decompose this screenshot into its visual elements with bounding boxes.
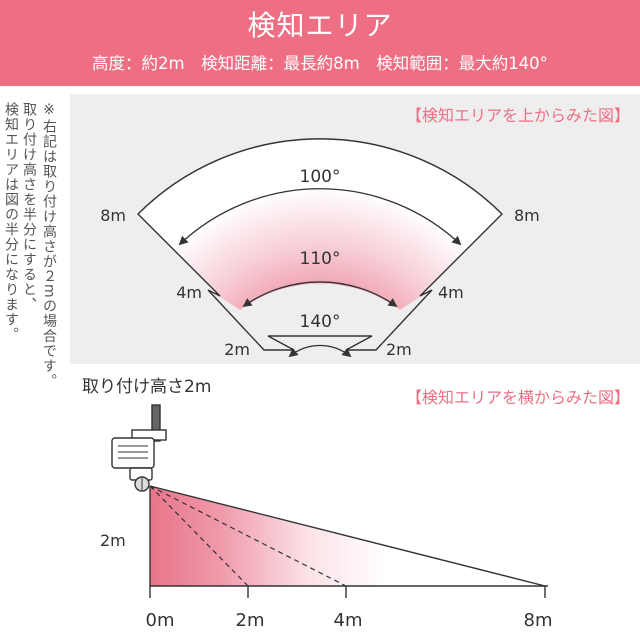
height-label: 2m: [100, 531, 126, 550]
tick-label-0m: 0m: [146, 610, 175, 631]
distance-label-4m-left: 4m: [176, 283, 202, 302]
note-line-2b: 検知エリアは図の半分になります。: [3, 102, 19, 342]
angle-arc-110: [242, 281, 398, 308]
angle-label-110: 110°: [300, 249, 341, 269]
side-view-top-edge: [149, 485, 546, 587]
angle-arc-140: [288, 344, 352, 358]
top-view-fan-outline: [137, 138, 503, 351]
angle-label-140: 140°: [300, 312, 341, 332]
distance-label-2m-left: 2m: [224, 340, 250, 359]
angle-arc-100: [178, 188, 462, 246]
side-note: ※右記は取り付け高さが２mの場合です。 取り付け高さを半分にすると、 検知エリア…: [3, 102, 64, 572]
tick-label-8m: 8m: [524, 610, 553, 631]
angle-label-100: 100°: [300, 167, 341, 187]
tick-label-2m: 2m: [236, 610, 265, 631]
top-view-detection-fan: [138, 138, 502, 310]
note-line-2a: 取り付け高さを半分にすると、: [21, 102, 37, 312]
distance-label-4m-right: 4m: [438, 283, 464, 302]
tick-label-4m: 4m: [334, 610, 363, 631]
side-view-caption: 【検知エリアを横からみた図】: [405, 388, 630, 407]
page-title: 検知エリア: [247, 9, 393, 42]
spec-line: 高度：約2m 検知距離：最長約8m 検知範囲：最大約140°: [92, 54, 548, 73]
side-view-dashed-4m: [149, 485, 347, 587]
distance-label-8m-left: 8m: [100, 206, 126, 225]
top-view-caption: 【検知エリアを上からみた図】: [405, 106, 630, 125]
header-banner: 検知エリア 高度：約2m 検知距離：最長約8m 検知範囲：最大約140°: [0, 0, 640, 86]
note-line-1: ※右記は取り付け高さが２mの場合です。: [41, 102, 57, 389]
light-fixture-icon: [111, 404, 167, 492]
distance-label-2m-right: 2m: [386, 340, 412, 359]
install-height-label: 取り付け高さ2m: [82, 377, 212, 397]
distance-label-8m-right: 8m: [514, 206, 540, 225]
